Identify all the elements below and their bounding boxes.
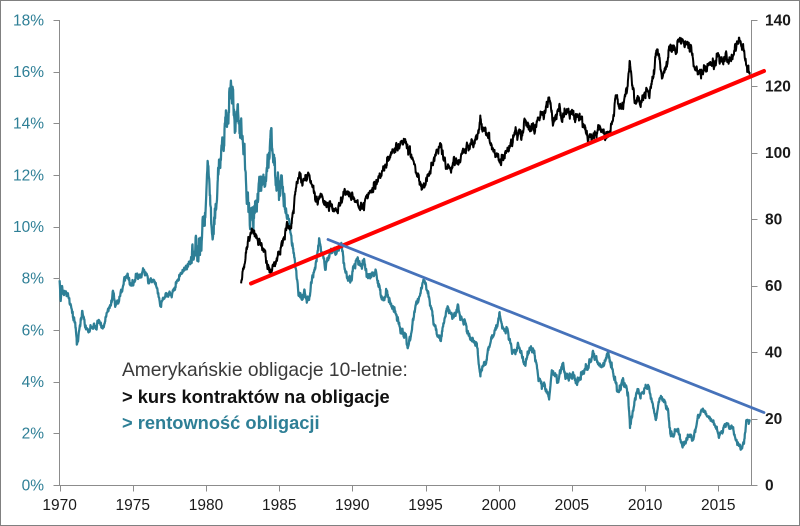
- svg-text:4%: 4%: [22, 374, 45, 391]
- svg-text:0: 0: [765, 477, 774, 494]
- svg-text:1970: 1970: [42, 497, 77, 514]
- svg-text:1985: 1985: [262, 497, 296, 514]
- svg-text:2010: 2010: [628, 497, 663, 514]
- svg-text:> rentowność obligacji: > rentowność obligacji: [122, 412, 320, 433]
- svg-text:Amerykańskie obligacje 10-letn: Amerykańskie obligacje 10-letnie:: [122, 360, 408, 381]
- svg-text:80: 80: [765, 212, 782, 229]
- svg-text:1995: 1995: [408, 497, 442, 514]
- svg-text:10%: 10%: [13, 219, 44, 236]
- svg-text:20: 20: [765, 411, 782, 428]
- svg-text:1990: 1990: [335, 497, 370, 514]
- svg-text:40: 40: [765, 344, 782, 361]
- svg-text:2015: 2015: [701, 497, 735, 514]
- svg-text:16%: 16%: [13, 64, 44, 81]
- svg-text:2005: 2005: [555, 497, 589, 514]
- svg-text:140: 140: [765, 12, 791, 29]
- svg-text:1980: 1980: [189, 497, 224, 514]
- svg-text:12%: 12%: [13, 167, 44, 184]
- svg-text:14%: 14%: [13, 116, 44, 133]
- svg-text:100: 100: [765, 145, 791, 162]
- svg-text:120: 120: [765, 79, 791, 96]
- svg-text:60: 60: [765, 278, 782, 295]
- svg-text:8%: 8%: [22, 271, 45, 288]
- svg-text:18%: 18%: [13, 12, 44, 29]
- svg-text:> kurs kontraktów na obligacje: > kurs kontraktów na obligacje: [122, 386, 390, 407]
- svg-text:1975: 1975: [116, 497, 150, 514]
- svg-text:6%: 6%: [22, 322, 45, 339]
- svg-text:2000: 2000: [481, 497, 516, 514]
- svg-text:2%: 2%: [22, 426, 45, 443]
- svg-text:0%: 0%: [22, 477, 45, 494]
